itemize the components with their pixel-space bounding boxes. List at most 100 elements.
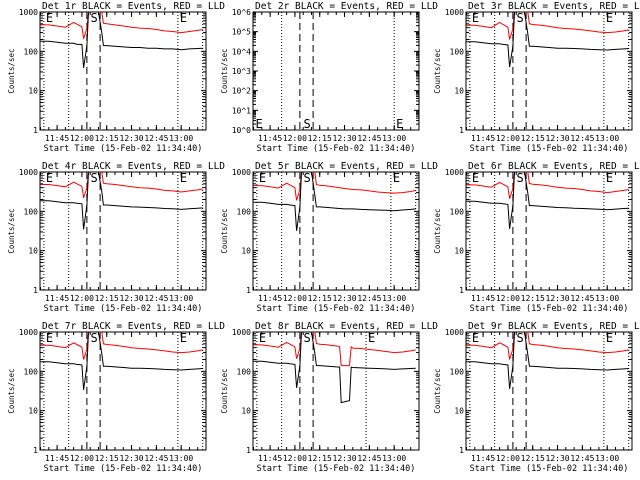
y-axis-label: Counts/sec [7,368,16,413]
x-axis-label: Start Time (15-Feb-02 11:34:40) [44,464,203,474]
x-tick-label: 13:00 [382,134,406,143]
x-axis-label: Start Time (15-Feb-02 11:34:40) [44,144,203,154]
x-tick-label: 11:45 [45,134,69,143]
y-axis-label: Counts/sec [433,208,442,253]
x-tick-label: 12:45 [144,454,168,463]
x-tick-label: 12:45 [144,294,168,303]
panel-title: Det 2r BLACK = Events, RED = LLD [255,1,438,12]
series-line-events-black [40,172,203,230]
y-tick-label: 1 [459,126,464,135]
plot-frame [39,171,207,291]
x-tick-label: 11:45 [471,454,495,463]
panel-det-8r: Det 8r BLACK = Events, RED = LLD 1 10 100 10… [220,321,438,474]
panel-title: Det 4r BLACK = Events, RED = LLD [42,161,225,172]
y-tick-label: 10 [28,87,38,96]
panel-title: Det 3r BLACK = Events, RED = LLD [468,1,640,12]
marker-label: E [606,331,613,345]
y-tick-label: 100 [450,207,465,216]
y-tick-label: 1000 [19,168,38,177]
x-tick-label: 12:15 [308,454,332,463]
y-tick-label: 10 [454,407,464,416]
panel-det-6r: Det 6r BLACK = Events, RED = LLD 1 10 100 10… [433,161,640,314]
plot-frame [465,11,633,131]
plot-frame [252,171,420,291]
y-axis-label: Counts/sec [7,48,16,93]
y-tick-label: 1 [459,446,464,455]
x-tick-label: 12:45 [357,134,381,143]
y-tick-label: 100 [24,47,39,56]
marker-label: E [180,331,187,345]
panel-title: Det 6r BLACK = Events, RED = LLD [468,161,640,172]
marker-label: S [91,11,98,25]
x-tick-label: 12:15 [521,294,545,303]
marker-label: E [393,171,400,185]
x-tick-label: 12:30 [333,294,357,303]
marker-label: E [472,11,479,25]
marker-label: E [259,331,266,345]
panel-title: Det 5r BLACK = Events, RED = LLD [255,161,438,172]
y-axis-label: Counts/sec [220,208,229,253]
x-axis-label: Start Time (15-Feb-02 11:34:40) [470,464,629,474]
marker-label: E [256,117,263,131]
series-line-lld-red [253,332,416,367]
plot-frame [465,171,633,291]
y-tick-label: 100 [450,47,465,56]
marker-label: E [606,11,613,25]
series-line-lld-red [466,12,629,40]
marker-label: S [91,171,98,185]
marker-label: E [46,11,53,25]
x-tick-label: 12:30 [333,454,357,463]
y-tick-label: 1 [459,286,464,295]
x-tick-label: 13:00 [169,294,193,303]
x-tick-label: 12:15 [308,294,332,303]
x-tick-label: 12:00 [283,294,307,303]
x-axis-label: Start Time (15-Feb-02 11:34:40) [257,144,416,154]
x-tick-label: 13:00 [595,294,619,303]
marker-label: E [180,171,187,185]
series-line-lld-red [40,172,203,199]
y-tick-label: 1 [246,446,251,455]
y-tick-label: 1000 [19,328,38,337]
series-line-lld-red [253,172,416,201]
x-tick-label: 12:00 [496,294,520,303]
marker-label: E [46,171,53,185]
x-tick-label: 12:15 [95,294,119,303]
x-tick-label: 13:00 [595,454,619,463]
panel-det-5r: Det 5r BLACK = Events, RED = LLD 1 10 100 10… [220,161,438,314]
panel-det-2r: Det 2r BLACK = Events, RED = LLD 10^0 10^1… [220,1,438,154]
marker-label: E [259,171,266,185]
series-line-events-black [466,172,629,229]
x-tick-label: 12:45 [570,454,594,463]
marker-label: E [368,331,375,345]
y-tick-label: 10^3 [232,67,251,76]
x-tick-label: 11:45 [45,294,69,303]
y-tick-label: 1000 [445,328,464,337]
y-tick-label: 100 [450,367,465,376]
x-tick-label: 12:30 [120,454,144,463]
plot-frame [252,11,420,131]
y-tick-label: 10 [241,407,251,416]
panel-det-7r: Det 7r BLACK = Events, RED = LLD 1 10 100 10… [7,321,225,474]
marker-label: S [304,171,311,185]
x-tick-label: 12:45 [144,134,168,143]
marker-label: S [304,117,311,131]
series-line-events-black [253,172,416,231]
y-tick-label: 1000 [232,328,251,337]
series-line-lld-red [466,172,629,199]
x-tick-label: 13:00 [382,294,406,303]
y-tick-label: 1000 [232,168,251,177]
marker-label: S [91,331,98,345]
x-tick-label: 11:45 [258,134,282,143]
series-line-lld-red [466,332,629,360]
marker-label: E [396,117,403,131]
y-tick-label: 10^0 [232,126,251,135]
x-tick-label: 11:45 [471,134,495,143]
y-tick-label: 1000 [445,168,464,177]
x-tick-label: 12:15 [95,454,119,463]
y-tick-label: 10 [28,407,38,416]
series-line-lld-red [40,12,203,39]
x-tick-label: 12:15 [521,134,545,143]
series-line-events-black [466,12,629,68]
series-line-events-black [466,332,629,389]
marker-label: S [304,331,311,345]
